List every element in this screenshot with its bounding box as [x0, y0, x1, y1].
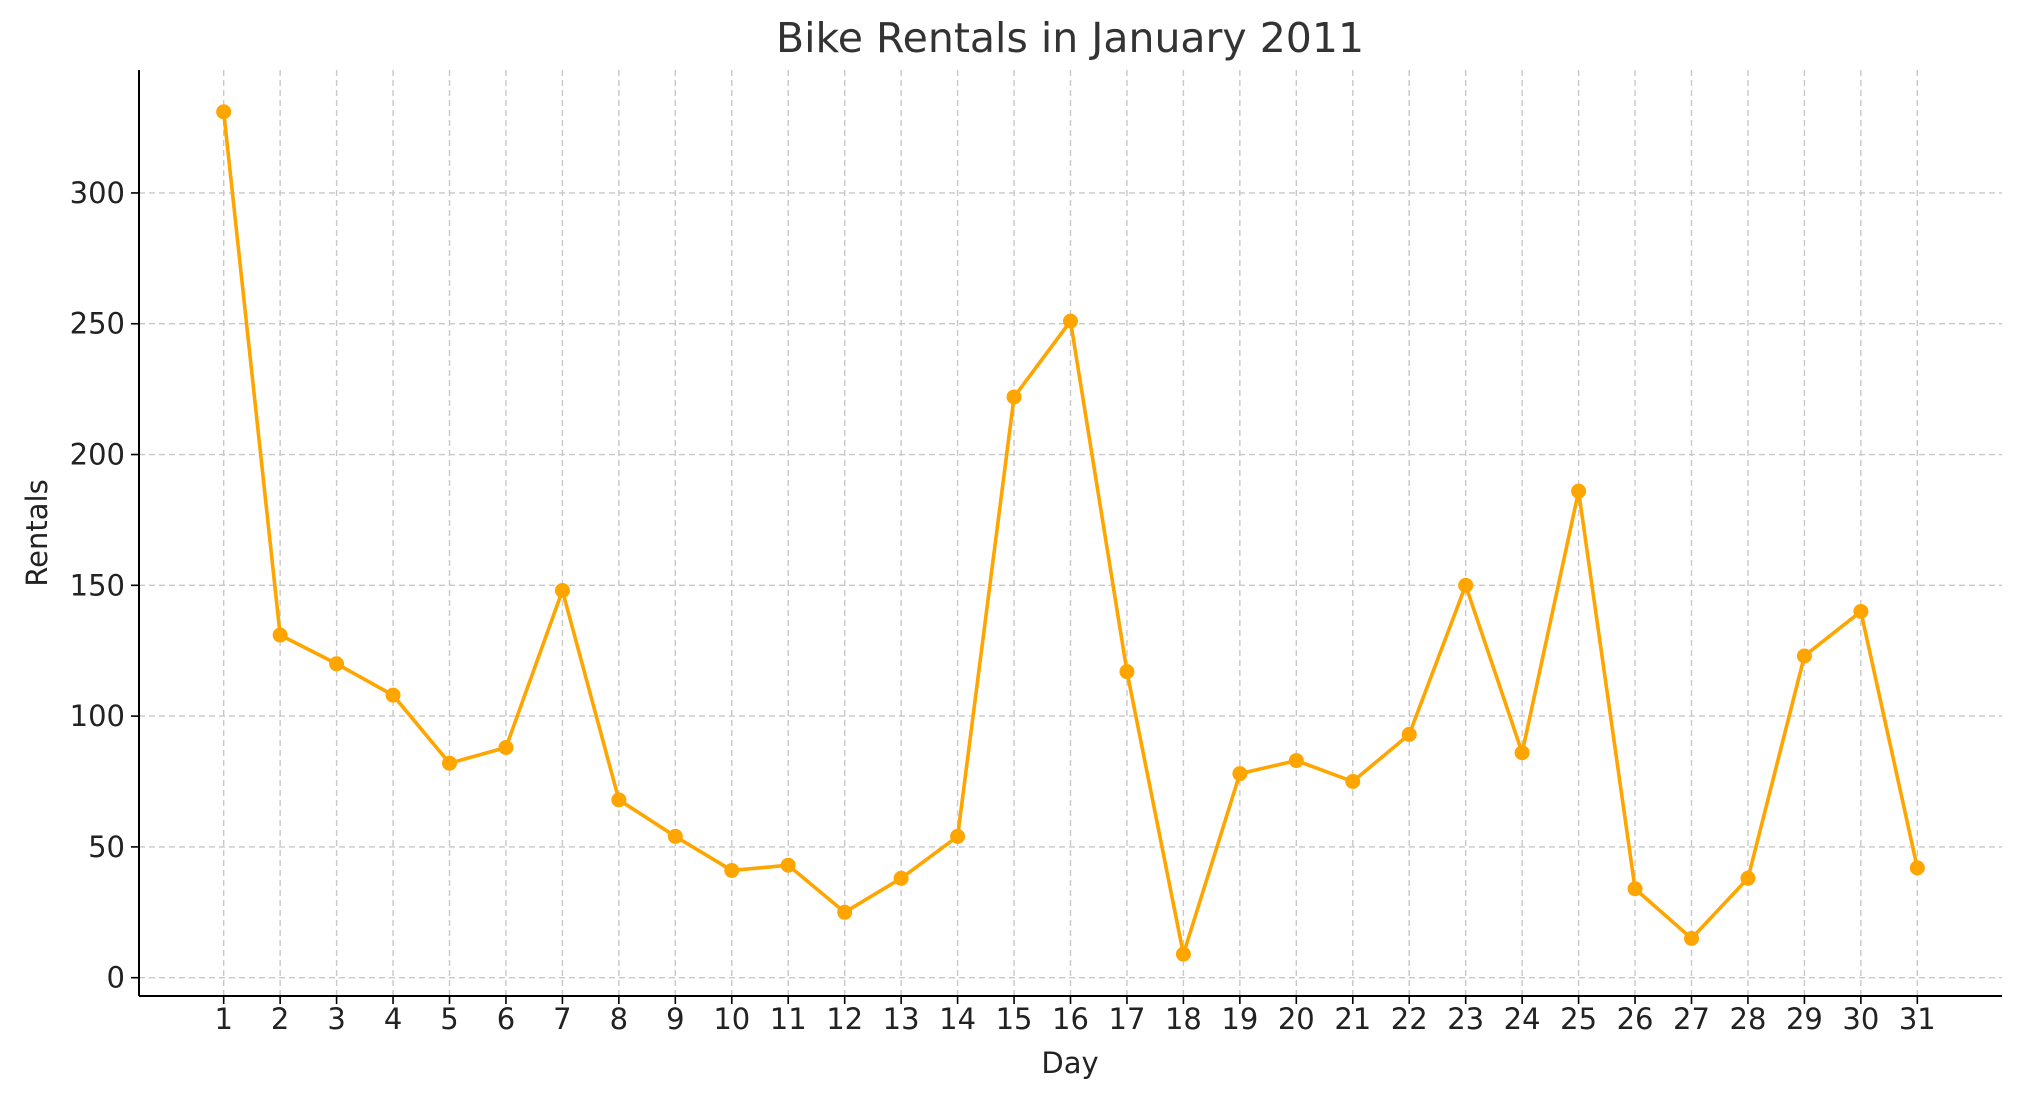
data-point — [1909, 860, 1925, 876]
data-point — [385, 687, 401, 703]
data-point — [1119, 664, 1135, 680]
data-point — [1063, 313, 1078, 329]
data-point — [724, 862, 740, 878]
x-tick-label: 25 — [1560, 1002, 1597, 1036]
data-point — [667, 828, 683, 844]
x-tick-label: 7 — [553, 1002, 571, 1036]
data-point — [498, 739, 514, 755]
data-point — [1684, 930, 1699, 946]
x-tick-label: 28 — [1730, 1002, 1767, 1036]
x-tick-label: 22 — [1391, 1002, 1428, 1036]
x-tick-label: 18 — [1165, 1002, 1202, 1036]
x-tick-label: 19 — [1221, 1002, 1258, 1036]
data-point — [837, 904, 853, 920]
data-point — [1740, 870, 1756, 886]
y-tick-label: 100 — [70, 699, 125, 733]
y-tick-label: 300 — [70, 176, 125, 210]
x-tick-label: 10 — [713, 1002, 750, 1036]
data-point — [1175, 946, 1191, 962]
x-tick-label: 14 — [939, 1002, 976, 1036]
data-point — [1514, 745, 1530, 761]
x-tick-label: 16 — [1052, 1002, 1089, 1036]
data-point — [780, 857, 796, 873]
x-tick-label: 17 — [1109, 1002, 1146, 1036]
data-point — [442, 755, 457, 771]
data-point — [1571, 483, 1587, 499]
x-tick-label: 30 — [1842, 1002, 1879, 1036]
x-tick-label: 26 — [1617, 1002, 1654, 1036]
x-tick-label: 29 — [1786, 1002, 1823, 1036]
chart-title: Bike Rentals in January 2011 — [776, 14, 1364, 62]
data-point — [1796, 648, 1812, 664]
y-tick-label: 0 — [107, 961, 125, 995]
x-tick-label: 20 — [1278, 1002, 1315, 1036]
x-tick-label: 5 — [440, 1002, 458, 1036]
x-tick-label: 21 — [1334, 1002, 1371, 1036]
data-point — [950, 828, 966, 844]
x-tick-label: 3 — [327, 1002, 345, 1036]
x-tick-label: 31 — [1899, 1002, 1936, 1036]
y-tick-label: 200 — [70, 438, 125, 472]
x-tick-label: 27 — [1673, 1002, 1710, 1036]
x-tick-label: 23 — [1447, 1002, 1484, 1036]
data-point — [216, 104, 232, 120]
ticks-layer: 1 2 3 4 5 6 7 8 9 10 11 12 13 14 15 16 17 18 19 20 21 22 23 24 2… — [70, 176, 1936, 1036]
data-point — [1288, 753, 1304, 769]
x-tick-label: 24 — [1504, 1002, 1541, 1036]
x-tick-label: 15 — [996, 1002, 1033, 1036]
data-point — [893, 870, 909, 886]
y-tick-label: 150 — [70, 568, 125, 602]
y-tick-label: 250 — [70, 307, 125, 341]
x-tick-label: 11 — [770, 1002, 807, 1036]
x-tick-label: 9 — [666, 1002, 684, 1036]
grid-layer — [139, 70, 2002, 996]
data-point — [1345, 774, 1361, 790]
x-tick-label: 8 — [610, 1002, 628, 1036]
series-layer — [216, 104, 1925, 962]
x-tick-label: 13 — [883, 1002, 920, 1036]
x-tick-label: 4 — [384, 1002, 402, 1036]
y-axis-label: Rentals — [20, 479, 54, 586]
data-point — [1458, 577, 1474, 593]
y-tick-label: 50 — [88, 830, 125, 864]
data-point — [272, 627, 288, 643]
data-point — [554, 583, 570, 599]
data-point — [1853, 603, 1869, 619]
data-point — [1401, 726, 1417, 742]
data-point — [1627, 881, 1643, 897]
x-axis-label: Day — [1041, 1046, 1098, 1080]
data-point — [1232, 766, 1248, 782]
x-tick-label: 1 — [214, 1002, 232, 1036]
data-point — [329, 656, 345, 672]
x-tick-label: 6 — [497, 1002, 515, 1036]
x-tick-label: 2 — [271, 1002, 289, 1036]
data-point — [611, 792, 627, 808]
data-point — [1006, 389, 1022, 405]
x-tick-label: 12 — [826, 1002, 863, 1036]
